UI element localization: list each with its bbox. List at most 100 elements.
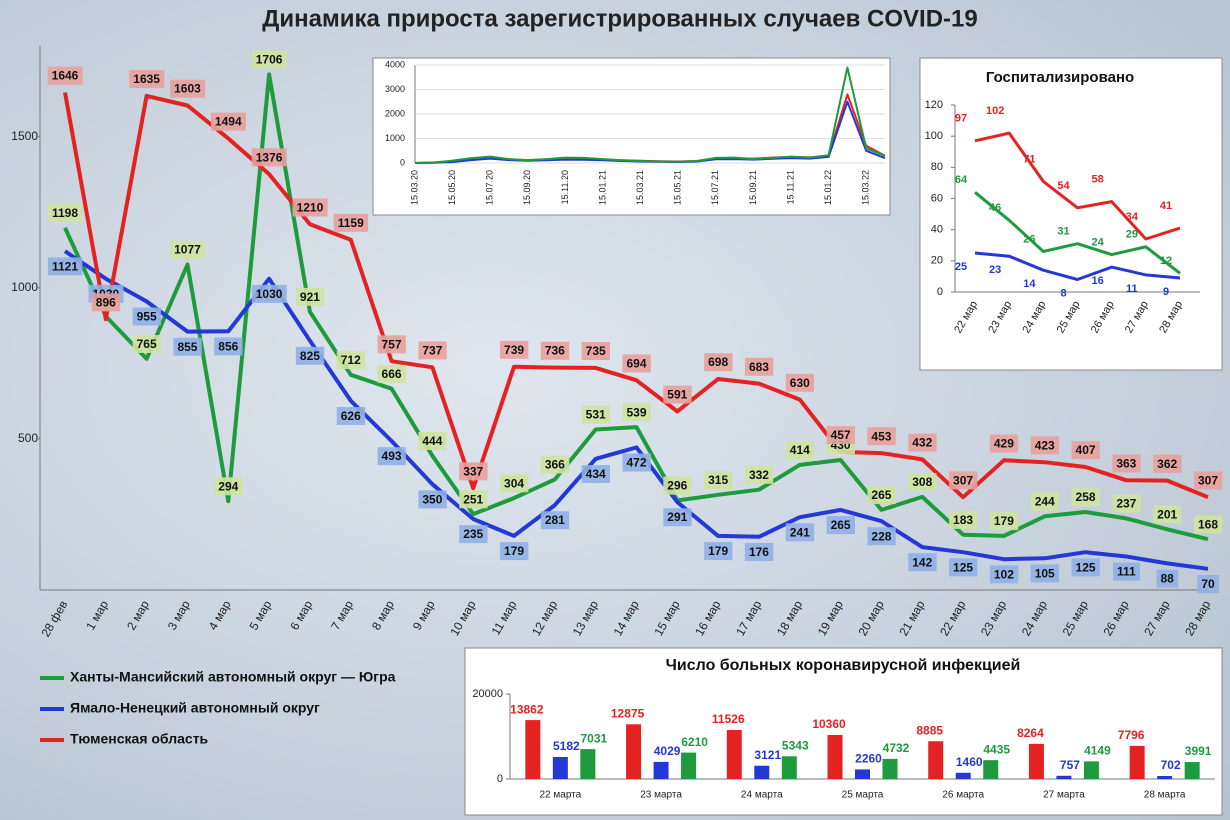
bar-value-label: 3991 — [1185, 744, 1212, 758]
bar — [928, 741, 944, 779]
data-label-box — [170, 79, 206, 98]
x-tick-label: 15.09.20 — [522, 170, 532, 205]
data-label: 737 — [422, 343, 442, 357]
data-label: 111 — [1117, 565, 1136, 579]
data-label: 444 — [422, 434, 442, 448]
data-label: 453 — [871, 429, 891, 443]
data-label-box — [1193, 471, 1223, 490]
bar-value-label: 4732 — [883, 741, 910, 755]
data-label-box — [785, 441, 815, 460]
data-label-box — [210, 112, 246, 131]
data-label-box — [581, 465, 611, 484]
data-label: 125 — [953, 560, 973, 574]
data-label: 955 — [137, 310, 157, 324]
bar — [882, 758, 898, 779]
y-tick-label: 60 — [931, 192, 943, 204]
data-label: 765 — [137, 337, 157, 351]
data-label-box — [500, 474, 529, 493]
data-label-box — [663, 476, 692, 495]
data-label: 307 — [1198, 473, 1218, 487]
data-label-box — [704, 353, 733, 372]
x-tick-label: 27 мар — [1141, 598, 1172, 638]
bar — [552, 756, 568, 779]
x-tick-label: 15.03.21 — [635, 170, 645, 205]
data-label: 296 — [667, 479, 687, 493]
legend-label: Ямало-Ненецкий автономный округ — [70, 700, 320, 716]
data-label-box — [908, 433, 937, 452]
data-label: 591 — [667, 388, 687, 402]
data-label: 493 — [382, 449, 402, 463]
data-label: 125 — [1076, 560, 1096, 574]
data-label-box — [91, 293, 121, 312]
data-label: 265 — [871, 488, 891, 502]
x-tick-label: 27 марта — [1043, 790, 1085, 801]
data-label-box — [744, 357, 774, 376]
data-label: 739 — [504, 343, 524, 357]
x-tick-label: 15.05.21 — [673, 170, 683, 205]
data-label: 105 — [1035, 566, 1055, 580]
x-tick-label: 23 мар — [978, 598, 1009, 638]
bar-value-label: 7796 — [1118, 728, 1145, 742]
data-label: 142 — [912, 555, 932, 569]
data-label-box — [704, 470, 733, 489]
data-label: 1646 — [52, 69, 79, 83]
y-tick-label: 0 — [400, 157, 405, 167]
data-label: 235 — [463, 527, 483, 541]
data-label: 88 — [1160, 572, 1174, 586]
legend-label: Ханты-Мансийский автономный округ — Югра — [70, 669, 396, 685]
data-label-box — [251, 50, 287, 69]
data-label-box — [1030, 492, 1060, 511]
data-label-box — [622, 403, 651, 422]
x-tick-label: 15.05.20 — [447, 170, 457, 205]
data-label: 46 — [989, 202, 1001, 214]
bar-value-label: 757 — [1060, 758, 1080, 772]
data-label: 407 — [1076, 443, 1096, 457]
data-label-box — [214, 477, 243, 496]
y-tick-label: 1000 — [385, 133, 405, 143]
x-tick-label: 7 мар — [328, 598, 356, 633]
data-label-box — [1071, 488, 1100, 507]
bar-value-label: 8264 — [1017, 726, 1044, 740]
data-label: 1603 — [174, 82, 201, 96]
data-label-box — [500, 340, 529, 359]
data-label: 472 — [626, 456, 646, 470]
x-tick-label: 28 фев — [38, 598, 70, 639]
x-tick-label: 8 мар — [369, 598, 397, 633]
y-tick-label: 2000 — [385, 108, 405, 118]
data-label: 251 — [463, 492, 483, 506]
data-label: 457 — [831, 428, 851, 442]
data-label-box — [251, 148, 287, 167]
x-tick-label: 15 мар — [651, 598, 682, 638]
data-label: 11 — [1126, 283, 1138, 295]
data-label-box — [418, 490, 447, 509]
y-tick-label: 4000 — [385, 59, 405, 69]
data-label: 896 — [96, 295, 116, 309]
data-label: 683 — [749, 360, 769, 374]
x-tick-label: 23 марта — [640, 790, 682, 801]
data-label: 363 — [1116, 456, 1136, 470]
x-tick-label: 19 мар — [815, 598, 846, 638]
data-label-box — [989, 565, 1019, 584]
data-label: 58 — [1092, 174, 1104, 186]
x-tick-label: 22 марта — [539, 790, 581, 801]
bar-value-label: 5343 — [782, 738, 809, 752]
bar-value-label: 4029 — [654, 744, 681, 758]
data-label: 366 — [545, 458, 565, 472]
x-tick-label: 10 мар — [447, 598, 478, 638]
data-label: 423 — [1035, 438, 1055, 452]
bar-value-label: 1460 — [956, 755, 983, 769]
data-label: 16 — [1092, 275, 1104, 287]
y-tick-label: 0 — [937, 286, 943, 298]
bar — [653, 761, 669, 779]
data-label: 1635 — [133, 72, 160, 86]
data-label: 308 — [912, 475, 932, 489]
x-tick-label: 24 мар — [1019, 598, 1050, 638]
data-label-box — [459, 525, 488, 544]
bar-value-label: 702 — [1161, 758, 1181, 772]
bar — [580, 749, 596, 779]
data-label-box — [295, 287, 325, 306]
data-label: 626 — [341, 409, 361, 423]
data-label-box — [581, 342, 611, 361]
data-label: 694 — [626, 356, 646, 370]
data-label-box — [826, 426, 855, 445]
